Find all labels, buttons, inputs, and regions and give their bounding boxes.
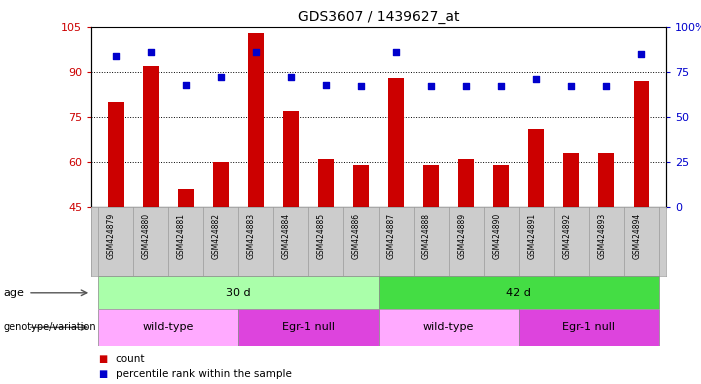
Text: GSM424886: GSM424886 — [352, 213, 361, 259]
Point — [110, 53, 121, 59]
Point — [531, 76, 542, 82]
Point — [215, 74, 226, 81]
Text: GSM424885: GSM424885 — [317, 213, 326, 259]
Bar — [423, 165, 439, 207]
Text: percentile rank within the sample: percentile rank within the sample — [116, 369, 292, 379]
Text: GSM424883: GSM424883 — [247, 213, 256, 259]
Text: wild-type: wild-type — [142, 322, 194, 333]
Point — [426, 83, 437, 89]
Text: GSM424893: GSM424893 — [597, 213, 606, 259]
Text: GSM424889: GSM424889 — [457, 213, 466, 259]
Point — [461, 83, 472, 89]
Title: GDS3607 / 1439627_at: GDS3607 / 1439627_at — [298, 10, 459, 25]
Bar — [98, 309, 238, 346]
Bar — [108, 102, 123, 207]
Text: GSM424884: GSM424884 — [282, 213, 291, 259]
Bar — [494, 165, 509, 207]
Text: GSM424890: GSM424890 — [492, 213, 501, 259]
Text: 30 d: 30 d — [226, 288, 251, 298]
Text: GSM424888: GSM424888 — [422, 213, 431, 259]
Text: GSM424887: GSM424887 — [387, 213, 396, 259]
Text: GSM424892: GSM424892 — [562, 213, 571, 259]
Bar — [458, 159, 474, 207]
Point — [601, 83, 612, 89]
Text: genotype/variation: genotype/variation — [4, 322, 96, 333]
Bar — [379, 309, 519, 346]
Bar — [98, 276, 379, 309]
Text: GSM424894: GSM424894 — [632, 213, 641, 259]
Text: GSM424880: GSM424880 — [142, 213, 151, 259]
Bar — [388, 78, 404, 207]
Text: GSM424891: GSM424891 — [527, 213, 536, 259]
Point — [636, 51, 647, 57]
Text: Egr-1 null: Egr-1 null — [282, 322, 335, 333]
Text: Egr-1 null: Egr-1 null — [562, 322, 615, 333]
Point — [320, 81, 332, 88]
Bar — [599, 153, 614, 207]
Text: GSM424882: GSM424882 — [212, 213, 221, 259]
Text: age: age — [4, 288, 25, 298]
Bar — [283, 111, 299, 207]
Text: ■: ■ — [98, 369, 107, 379]
Point — [355, 83, 367, 89]
Point — [250, 49, 261, 55]
Bar — [634, 81, 649, 207]
Bar — [564, 153, 579, 207]
Point — [180, 81, 191, 88]
Bar — [178, 189, 193, 207]
Bar — [213, 162, 229, 207]
Text: GSM424881: GSM424881 — [177, 213, 186, 259]
Text: wild-type: wild-type — [423, 322, 475, 333]
Text: 42 d: 42 d — [506, 288, 531, 298]
Bar — [238, 309, 379, 346]
Bar — [379, 276, 659, 309]
Text: GSM424879: GSM424879 — [107, 213, 116, 259]
Bar — [248, 33, 264, 207]
Bar — [519, 309, 659, 346]
Bar — [143, 66, 158, 207]
Point — [496, 83, 507, 89]
Point — [285, 74, 297, 81]
Bar — [353, 165, 369, 207]
Bar — [318, 159, 334, 207]
Text: count: count — [116, 354, 145, 364]
Bar — [529, 129, 544, 207]
Point — [566, 83, 577, 89]
Point — [145, 49, 156, 55]
Point — [390, 49, 402, 55]
Text: ■: ■ — [98, 354, 107, 364]
